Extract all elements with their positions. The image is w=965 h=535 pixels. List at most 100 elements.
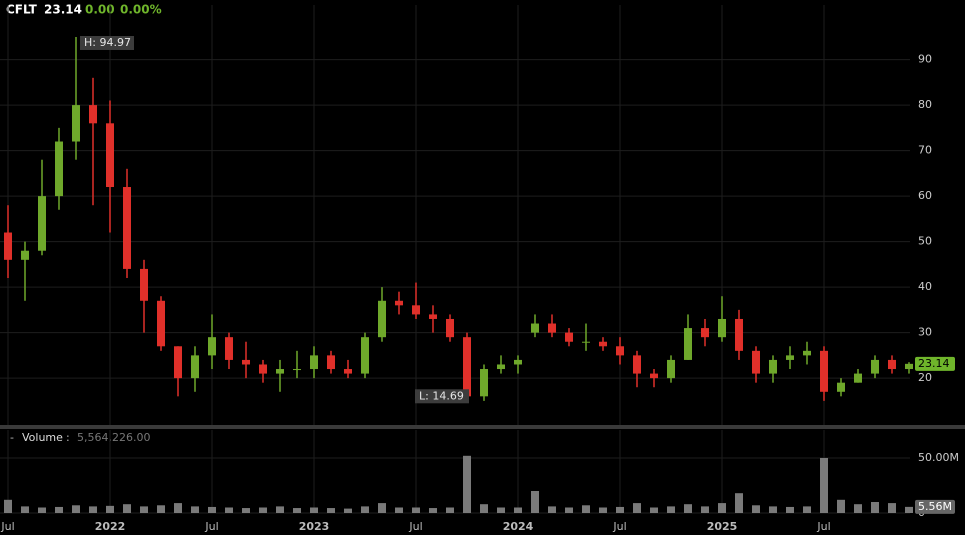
volume-bar (106, 505, 114, 513)
volume-bar (599, 507, 607, 513)
x-tick-label: Jul (408, 520, 422, 533)
volume-bar (395, 507, 403, 513)
candle-body (174, 346, 182, 379)
volume-bar (72, 505, 80, 513)
candle-body (752, 350, 760, 374)
price-badge (915, 356, 955, 371)
candle-body (718, 318, 726, 338)
volume-bar (514, 507, 522, 513)
volume-bar (21, 506, 29, 513)
x-tick-label: 2023 (299, 520, 330, 533)
x-tick-label: Jul (816, 520, 830, 533)
volume-bar (497, 507, 505, 513)
candle-body (854, 373, 862, 383)
volume-bar (429, 508, 437, 513)
y-tick-label: 50.00M (918, 451, 959, 464)
candle-body (242, 359, 250, 365)
volume-bar (259, 507, 267, 513)
candle-body (446, 318, 454, 338)
y-tick-label: 90 (918, 53, 932, 66)
candle-body (89, 105, 97, 124)
candle-body (38, 196, 46, 251)
change-pct: 0.00% (120, 3, 162, 17)
symbol: CFLT (6, 3, 38, 17)
annotation-box (415, 389, 469, 404)
candle-body (531, 323, 539, 333)
change: 0.00 (85, 3, 115, 17)
volume-bar (208, 506, 216, 513)
volume-bar (718, 503, 726, 513)
volume-bar (616, 506, 624, 513)
candle-body (820, 350, 828, 392)
volume-bar (361, 506, 369, 513)
volume-bar (871, 502, 879, 513)
volume-bar (480, 504, 488, 513)
volume-bar (854, 504, 862, 513)
volume-bar (769, 506, 777, 513)
volume-bar (140, 506, 148, 513)
volume-bar (684, 504, 692, 513)
candle-body (599, 341, 607, 347)
candle-body (106, 123, 114, 188)
x-tick-label: 2024 (503, 520, 534, 533)
volume-bar (293, 508, 301, 513)
volume-bar (225, 507, 233, 513)
volume-bar (378, 503, 386, 513)
volume-bar (327, 508, 335, 513)
volume-bar (446, 507, 454, 513)
candle-body (123, 187, 131, 269)
candle-body (837, 382, 845, 392)
candle-body (463, 337, 471, 397)
volume-bar (174, 503, 182, 513)
candle-body (735, 318, 743, 351)
candle-body (4, 232, 12, 260)
candle-body (157, 300, 165, 347)
x-tick-label: 2022 (95, 520, 126, 533)
candle-body (259, 364, 267, 374)
volume-dash: - (10, 431, 14, 444)
volume-bar (38, 507, 46, 513)
volume-bar (242, 508, 250, 513)
volume-bar (123, 504, 131, 513)
volume-bar (565, 507, 573, 513)
candle-body (888, 359, 896, 370)
annotation-label: L: 14.69 (419, 389, 464, 402)
volume-bar (463, 455, 471, 513)
volume-bar (837, 499, 845, 513)
candle-body (310, 355, 318, 370)
candle-body (378, 300, 386, 338)
y-tick-label: 40 (918, 280, 932, 293)
volume-bar (633, 503, 641, 513)
volume-bar (667, 506, 675, 513)
volume-bar (820, 458, 828, 513)
volume-colon: : (66, 431, 70, 444)
volume-bar (548, 506, 556, 513)
volume-bar (582, 505, 590, 513)
volume-bar (786, 506, 794, 513)
volume-badge-label: 5.56M (918, 500, 952, 513)
candle-body (429, 314, 437, 319)
volume-bar (531, 491, 539, 513)
candle-body (905, 363, 913, 370)
x-tick-label: Jul (612, 520, 626, 533)
x-tick-label: 2025 (707, 520, 738, 533)
candle-body (786, 355, 794, 360)
volume-name: Volume (22, 431, 63, 444)
candle-body (565, 332, 573, 342)
volume-bar (157, 505, 165, 513)
volume-bar (191, 506, 199, 513)
candle-body (225, 337, 233, 360)
candle-body (191, 355, 199, 379)
candle-body (140, 268, 148, 301)
candle-body (684, 328, 692, 360)
last-price: 23.14 (44, 3, 82, 17)
y-tick-label: 30 (918, 326, 932, 339)
candle-body (412, 305, 420, 315)
candle-body (871, 359, 879, 374)
candle-body (344, 369, 352, 374)
candle-body (667, 359, 675, 379)
candle-body (769, 359, 777, 374)
volume-bar (89, 506, 97, 513)
